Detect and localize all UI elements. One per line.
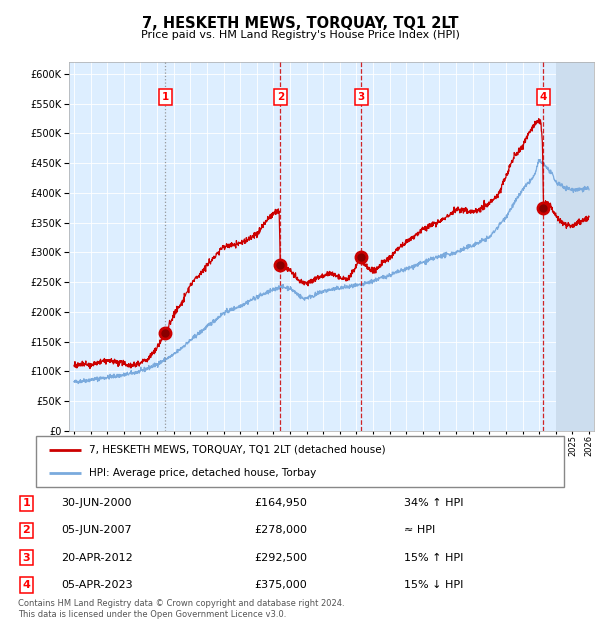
Text: 05-JUN-2007: 05-JUN-2007 <box>61 526 131 536</box>
Text: 2: 2 <box>277 92 284 102</box>
Bar <box>556 62 598 431</box>
Text: 4: 4 <box>22 580 31 590</box>
Text: 3: 3 <box>23 552 30 562</box>
Text: 30-JUN-2000: 30-JUN-2000 <box>61 498 131 508</box>
Text: ≈ HPI: ≈ HPI <box>404 526 435 536</box>
Text: £164,950: £164,950 <box>254 498 307 508</box>
Text: £375,000: £375,000 <box>254 580 307 590</box>
Text: 2: 2 <box>23 526 30 536</box>
Text: 3: 3 <box>358 92 365 102</box>
Text: 15% ↓ HPI: 15% ↓ HPI <box>404 580 463 590</box>
Text: 05-APR-2023: 05-APR-2023 <box>61 580 133 590</box>
Text: 1: 1 <box>23 498 30 508</box>
Text: 1: 1 <box>162 92 169 102</box>
Text: HPI: Average price, detached house, Torbay: HPI: Average price, detached house, Torb… <box>89 468 316 478</box>
Text: Contains HM Land Registry data © Crown copyright and database right 2024.
This d: Contains HM Land Registry data © Crown c… <box>18 600 344 619</box>
Text: £278,000: £278,000 <box>254 526 307 536</box>
Text: 20-APR-2012: 20-APR-2012 <box>61 552 133 562</box>
FancyBboxPatch shape <box>36 436 564 487</box>
Text: Price paid vs. HM Land Registry's House Price Index (HPI): Price paid vs. HM Land Registry's House … <box>140 30 460 40</box>
Text: 7, HESKETH MEWS, TORQUAY, TQ1 2LT: 7, HESKETH MEWS, TORQUAY, TQ1 2LT <box>142 16 458 30</box>
Text: 7, HESKETH MEWS, TORQUAY, TQ1 2LT (detached house): 7, HESKETH MEWS, TORQUAY, TQ1 2LT (detac… <box>89 445 385 454</box>
Text: 34% ↑ HPI: 34% ↑ HPI <box>404 498 463 508</box>
Text: 4: 4 <box>540 92 547 102</box>
Text: 15% ↑ HPI: 15% ↑ HPI <box>404 552 463 562</box>
Text: £292,500: £292,500 <box>254 552 307 562</box>
